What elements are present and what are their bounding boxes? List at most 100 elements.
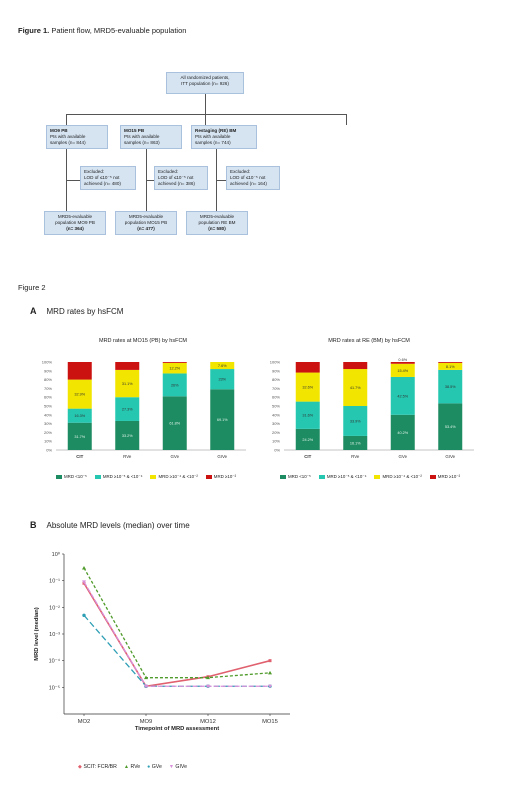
category-label: GIVe <box>445 454 455 459</box>
y-tick-label: 80% <box>272 377 280 382</box>
figure2-label: Figure 2 <box>18 283 46 292</box>
figure1-caption: Figure 1. Patient flow, MRD5-evaluable p… <box>18 26 186 35</box>
connector <box>205 94 206 114</box>
series-line <box>83 567 271 679</box>
chart1-svg: 0% 10% 20% 30% 40% 50% 60% 70% 80% 90% 100% 31.7% 16… <box>42 360 246 459</box>
category-label: GVe <box>398 454 407 459</box>
y-tick-label: 60% <box>272 395 280 400</box>
y-tick-label: 90% <box>44 368 52 373</box>
connector <box>66 114 346 115</box>
bar-segment <box>67 422 92 450</box>
bar-segment <box>115 369 140 398</box>
series-line <box>83 582 271 688</box>
bar-segment <box>115 362 140 370</box>
y-tick-label: 30% <box>44 421 52 426</box>
bar-segment <box>67 379 92 409</box>
data-point <box>206 684 210 689</box>
branch-box-mo15: MO15 PB Pts with available samples (n= 8… <box>120 125 182 149</box>
series-line <box>83 614 270 687</box>
result-box-mo9: MRD5-evaluable population MO9 PB (n= 364… <box>44 211 106 235</box>
category-label: GVe <box>170 454 179 459</box>
legend-marker-icon: ▼ <box>168 764 176 770</box>
legend-label: GIVe <box>175 764 187 770</box>
data-point <box>268 670 272 675</box>
bar-segment <box>438 403 463 450</box>
bar-segment <box>162 362 187 363</box>
bar-segment <box>67 408 92 423</box>
legend-item: ◆ SCIT: FCR/BR <box>78 764 117 770</box>
connector <box>205 114 206 125</box>
legend-marker-icon: ● <box>147 764 152 770</box>
data-label: 27.3% <box>122 408 133 412</box>
data-label: 53.4% <box>445 425 456 429</box>
connector <box>216 180 226 181</box>
bar-segment <box>295 372 320 402</box>
bar-segment <box>210 362 235 370</box>
y-tick-label: 20% <box>44 430 52 435</box>
legend-label: RVe <box>130 764 141 770</box>
legend-item: MRD ≥10⁻⁵ & <10⁻⁴ <box>318 474 366 480</box>
data-point <box>268 659 272 663</box>
line-chart-svg: 10⁰ 10⁻¹ 10⁻² 10⁻³ 10⁻⁴ 10⁻⁵ MO2 MO9 MO12 MO15 Tim… <box>34 551 290 732</box>
data-label: 61.8% <box>169 422 180 426</box>
legend-line-chart: ◆ SCIT: FCR/BR ▲ RVe ● GVe ▼ GIVe <box>78 764 187 770</box>
legend-label: SCIT: FCR/BR <box>83 764 117 770</box>
y-tick-label: 70% <box>44 386 52 391</box>
bar-segment <box>438 369 463 404</box>
y-tick-label: 10⁻⁴ <box>49 658 61 665</box>
data-point <box>82 613 86 618</box>
y-tick-label: 90% <box>272 368 280 373</box>
bar-segment <box>210 369 235 390</box>
branch-box-re: Restaging (RE) BM Pts with available sam… <box>191 125 257 149</box>
data-point <box>82 580 86 584</box>
legend-item: MRD ≥10⁻⁴ & <10⁻² <box>374 474 422 480</box>
y-tick-label: 0% <box>46 448 52 453</box>
y-tick-label: 50% <box>272 404 280 409</box>
x-tick-label: MO2 <box>78 719 91 725</box>
y-tick-label: 10⁻² <box>49 605 60 611</box>
bar-segment <box>390 362 415 364</box>
legend-item: ▼ GIVe <box>169 764 187 770</box>
legend-item: ● GVe <box>147 764 162 770</box>
x-axis-title: Timepoint of MRD assessment <box>135 726 219 732</box>
bar-segment <box>343 435 368 450</box>
bar-segment <box>162 373 187 397</box>
y-tick-label: 10⁻⁵ <box>49 684 60 691</box>
chart2-svg: 0% 10% 20% 30% 40% 50% 60% 70% 80% 90% 100% 24.2% 31… <box>270 358 474 459</box>
legend-item: MRD <10⁻⁵ <box>280 474 311 480</box>
panel-b-letter: B <box>30 520 37 530</box>
y-tick-label: 20% <box>272 430 280 435</box>
bar-segment <box>295 362 320 373</box>
panel-a-title: MRD rates by hsFCM <box>46 307 124 316</box>
data-label: 16.3% <box>74 414 85 418</box>
x-tick-label: MO9 <box>140 719 153 725</box>
result-box-re: MRD5-evaluable population RE BM (n= 580) <box>186 211 248 235</box>
x-tick-label: MO12 <box>200 719 216 725</box>
data-label: 31.1% <box>122 382 133 386</box>
panel-a-letter: A <box>30 306 37 316</box>
panel-b-heading: B Absolute MRD levels (median) over time <box>30 520 190 530</box>
y-tick-label: 40% <box>44 412 52 417</box>
data-point <box>144 675 148 680</box>
legend-item: MRD ≥10⁻² <box>429 474 460 480</box>
y-tick-label: 0% <box>274 448 280 453</box>
legend-label: GVe <box>151 764 162 770</box>
data-label: 0.6% <box>398 358 407 362</box>
data-label: 41.7% <box>350 386 361 390</box>
legend-marker-icon: ◆ <box>78 764 84 770</box>
excluded-box-re: Excluded: LOD of ≤10⁻⁵ not achieved (n= … <box>226 166 280 190</box>
figure1-caption-text: Patient flow, MRD5-evaluable population <box>51 26 187 35</box>
data-label: 40.2% <box>397 431 408 435</box>
data-label: 31.6% <box>302 414 313 418</box>
data-label: 31.7% <box>74 435 85 439</box>
excluded-box-mo15: Excluded: LOD of ≤10⁻⁵ not achieved (n= … <box>154 166 208 190</box>
category-label: CIT <box>76 454 83 459</box>
bar-segment <box>295 401 320 429</box>
legend-chart2: MRD <10⁻⁵ MRD ≥10⁻⁵ & <10⁻⁴ MRD ≥10⁻⁴ & … <box>280 474 460 480</box>
connector <box>66 180 80 181</box>
bar-segment <box>295 428 320 450</box>
result-box-mo15: MRD5-evaluable population MO15 PB (n= 47… <box>115 211 177 235</box>
y-axis-title: MRD level (median) <box>34 607 40 661</box>
data-label: 16.1% <box>350 441 361 445</box>
data-label: 8.1% <box>446 365 455 369</box>
